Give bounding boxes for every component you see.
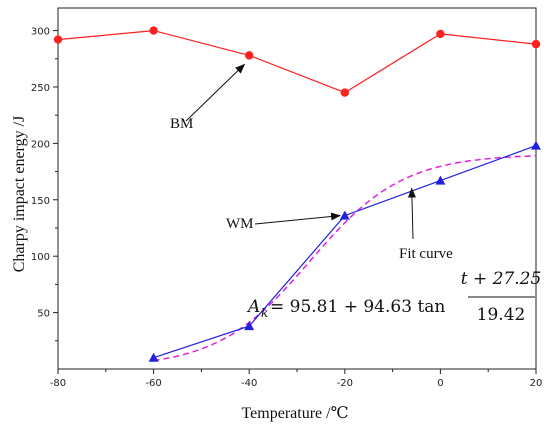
series-layer [53,26,541,362]
bm-point [149,26,158,35]
x-tick-label: 20 [530,378,543,389]
fit-curve-line [153,155,537,362]
x-tick-label: 0 [437,378,443,389]
plot-area: -80 -60 -40 -20 0 20 50 100 150 200 250 300 [31,7,543,389]
y-tick-label: 100 [31,252,50,263]
annotation-arrow [185,63,246,122]
annotation-label: Fit curve [399,246,453,262]
y-tick-label: 150 [31,196,50,207]
annotation-label: BM [170,116,193,132]
wm-point [531,140,541,150]
bm-point [531,39,541,49]
bm-point [340,88,349,97]
annotation-label: WM [226,216,254,232]
x-tick-label: -60 [145,378,161,389]
wm-point [339,210,350,220]
annotation-arrow [407,187,416,240]
bm-series-line [57,29,537,94]
formula-lhs-subscript: k [261,306,268,320]
wm-point [435,175,446,185]
bm-point [245,51,254,60]
y-tick-label: 250 [31,83,50,94]
annotation-layer: BM WM Fit curve [170,63,453,262]
bm-point [53,35,63,44]
formula-denominator: 19.42 [477,305,526,325]
fit-formula: A k = 95.81 + 94.63 tan t + 27.25 19.42 [246,269,541,325]
y-axis-title: Charpy impact energy /J [11,116,28,273]
x-tick-label: -80 [50,378,66,389]
wm-series-line [153,145,537,359]
y-tick-label: 200 [31,139,50,150]
x-tick-label: -40 [241,378,257,389]
y-tick-label: 50 [37,309,50,320]
x-tick-label: -20 [337,378,353,389]
bm-point [436,29,445,39]
formula-rhs: = 95.81 + 94.63 tan [270,297,445,317]
x-axis-title: Temperature /℃ [242,405,349,422]
wm-point [148,352,159,362]
annotation-arrow [254,212,342,225]
y-tick-label: 300 [31,27,50,38]
wm-point [244,321,255,331]
formula-lhs: A [246,297,260,317]
formula-numerator: t + 27.25 [461,269,542,289]
